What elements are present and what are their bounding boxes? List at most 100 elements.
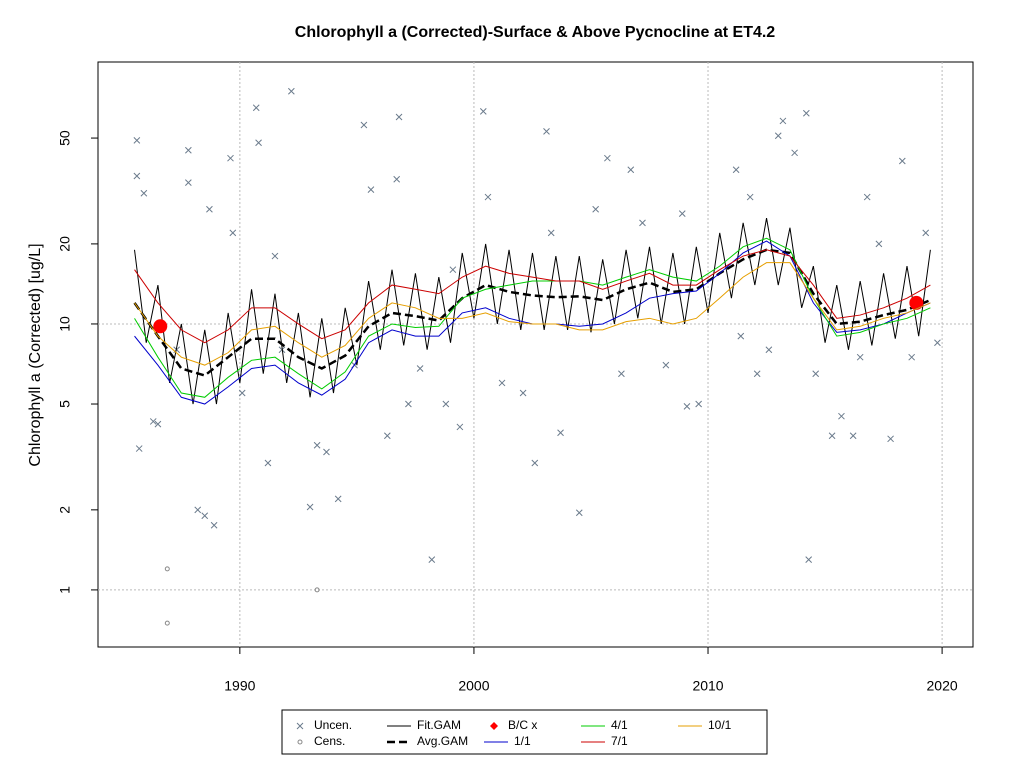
data-point bbox=[271, 252, 279, 260]
data-point bbox=[828, 432, 836, 440]
data-point bbox=[592, 205, 600, 213]
y-tick-label: 1 bbox=[57, 586, 73, 594]
data-point bbox=[484, 193, 492, 201]
data-point bbox=[662, 361, 670, 369]
data-point bbox=[164, 566, 170, 572]
data-point bbox=[153, 319, 168, 334]
legend-box bbox=[281, 709, 768, 755]
legend-swatch bbox=[296, 722, 304, 730]
data-point bbox=[287, 87, 295, 95]
data-point bbox=[753, 370, 761, 378]
data-point bbox=[812, 370, 820, 378]
data-point bbox=[323, 448, 330, 456]
data-point bbox=[863, 193, 871, 201]
y-tick-label: 50 bbox=[57, 130, 73, 146]
data-point bbox=[206, 205, 213, 213]
data-point bbox=[185, 146, 192, 154]
data-point bbox=[909, 295, 924, 310]
data-point bbox=[678, 210, 686, 217]
data-point bbox=[683, 402, 691, 410]
data-point bbox=[695, 400, 703, 408]
data-point bbox=[442, 400, 450, 408]
data-point bbox=[908, 353, 916, 361]
data-point bbox=[416, 365, 424, 372]
data-point bbox=[774, 132, 782, 140]
y-axis-label: Chlorophyll a (Corrected) [ug/L] bbox=[27, 243, 44, 466]
data-point bbox=[383, 432, 391, 440]
data-point bbox=[765, 346, 773, 354]
legend-label: Uncen. bbox=[314, 718, 352, 732]
legend-swatch bbox=[297, 739, 303, 745]
data-point bbox=[746, 193, 754, 201]
y-tick-label: 2 bbox=[57, 506, 73, 514]
plot-frame bbox=[97, 61, 974, 648]
legend-swatch bbox=[490, 722, 498, 730]
legend-label: B/C x bbox=[508, 718, 537, 732]
data-point bbox=[393, 175, 401, 183]
data-point bbox=[838, 412, 845, 420]
legend-label: 1/1 bbox=[514, 734, 531, 748]
legend-label: 10/1 bbox=[708, 718, 732, 732]
data-point bbox=[519, 389, 527, 397]
data-point bbox=[604, 154, 611, 162]
data-point bbox=[229, 229, 237, 237]
series-line bbox=[134, 218, 931, 405]
data-point bbox=[360, 121, 368, 129]
series-line bbox=[134, 237, 931, 398]
series-line bbox=[134, 262, 931, 366]
data-point bbox=[140, 189, 148, 197]
data-point bbox=[185, 179, 192, 186]
data-point bbox=[898, 157, 906, 165]
x-tick-label: 2000 bbox=[458, 678, 489, 694]
data-point bbox=[264, 459, 272, 467]
data-point bbox=[313, 441, 321, 449]
data-point bbox=[149, 418, 157, 425]
data-point bbox=[575, 509, 583, 517]
data-point bbox=[201, 512, 209, 520]
data-point bbox=[255, 139, 262, 147]
data-point bbox=[849, 432, 857, 440]
data-point bbox=[732, 166, 740, 174]
data-point bbox=[543, 127, 550, 135]
data-point bbox=[805, 556, 813, 563]
chart-title: Chlorophyll a (Corrected)-Surface & Abov… bbox=[295, 24, 776, 41]
data-point bbox=[627, 166, 635, 174]
data-point bbox=[154, 420, 162, 428]
data-point bbox=[791, 149, 798, 157]
data-point bbox=[314, 587, 320, 593]
y-tick-label: 5 bbox=[57, 400, 73, 408]
data-point bbox=[531, 459, 539, 467]
legend-label: Cens. bbox=[314, 734, 345, 748]
data-point bbox=[557, 429, 564, 437]
data-point bbox=[449, 266, 457, 274]
x-tick-label: 2020 bbox=[927, 678, 958, 694]
data-point bbox=[856, 353, 864, 361]
data-point bbox=[779, 117, 787, 125]
series-line bbox=[134, 240, 931, 405]
data-point bbox=[922, 229, 930, 237]
data-point bbox=[135, 445, 143, 452]
data-point bbox=[802, 109, 810, 117]
data-point bbox=[367, 186, 375, 193]
data-point bbox=[498, 379, 506, 387]
x-tick-label: 2010 bbox=[692, 678, 723, 694]
data-point bbox=[395, 113, 403, 121]
data-point bbox=[164, 620, 170, 626]
data-point bbox=[194, 506, 202, 514]
data-point bbox=[547, 229, 555, 237]
y-tick-label: 20 bbox=[57, 236, 73, 252]
data-point bbox=[252, 104, 260, 112]
legend-label: Avg.GAM bbox=[417, 734, 468, 748]
data-point bbox=[639, 219, 646, 227]
data-point bbox=[479, 108, 487, 115]
legend-label: 7/1 bbox=[611, 734, 628, 748]
series-line bbox=[133, 248, 931, 377]
data-point bbox=[306, 503, 314, 511]
legend-label: Fit.GAM bbox=[417, 718, 461, 732]
data-point bbox=[887, 435, 894, 443]
data-point bbox=[227, 154, 234, 162]
data-point bbox=[428, 556, 436, 563]
data-point bbox=[133, 137, 141, 144]
data-point bbox=[934, 339, 941, 347]
